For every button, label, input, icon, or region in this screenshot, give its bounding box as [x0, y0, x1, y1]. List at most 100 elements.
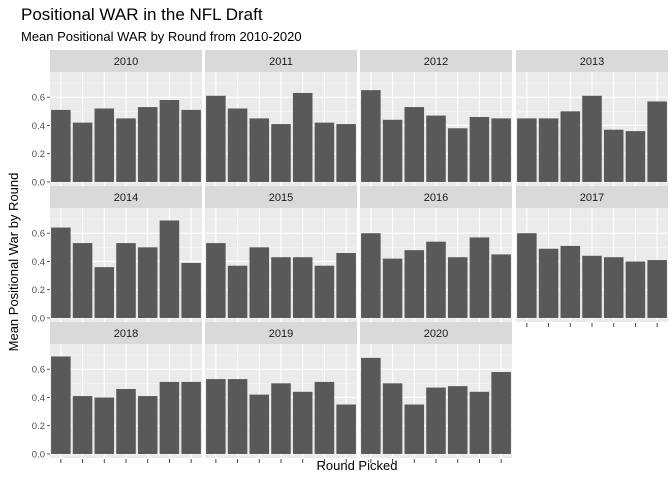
- bar-round-1: [206, 379, 226, 454]
- bar-round-5: [292, 257, 313, 318]
- bar-round-1: [517, 118, 537, 182]
- bar-round-5: [447, 128, 468, 182]
- bar-round-6: [314, 122, 335, 182]
- bar-round-2: [382, 258, 403, 318]
- bar-round-7: [491, 372, 511, 454]
- facet-panel-2010: 2010 0.0 0.2 0.4 0.6: [32, 50, 202, 189]
- bar-round-3: [249, 247, 270, 318]
- bar-round-3: [560, 111, 581, 182]
- bar-round-3: [94, 108, 115, 182]
- bar-round-4: [116, 118, 136, 182]
- bar-round-7: [181, 109, 201, 182]
- bar-round-6: [469, 391, 490, 454]
- bar-round-6: [159, 100, 180, 182]
- y-tick-label: 0.6: [32, 229, 45, 240]
- bar-round-2: [538, 248, 559, 318]
- facet-strip: [360, 186, 512, 208]
- bar-round-1: [206, 243, 226, 318]
- bar-round-3: [404, 250, 425, 318]
- bar-round-6: [159, 381, 180, 454]
- bar-round-6: [625, 261, 646, 318]
- bar-round-2: [538, 118, 559, 182]
- facet-strip-label: 2015: [269, 192, 293, 204]
- bar-round-4: [116, 243, 136, 318]
- bar-round-7: [491, 118, 511, 182]
- bar-round-5: [447, 386, 468, 454]
- bar-round-4: [271, 124, 291, 182]
- bar-round-7: [647, 101, 667, 182]
- bar-round-2: [382, 119, 403, 182]
- y-tick-label: 0.4: [32, 257, 45, 268]
- facet-strip-label: 2012: [424, 56, 448, 68]
- bar-round-3: [249, 394, 270, 454]
- facet-panel-2019: 2019: [205, 322, 357, 463]
- bar-round-2: [72, 396, 93, 454]
- bar-round-1: [517, 233, 537, 318]
- bar-round-2: [227, 265, 248, 318]
- bar-round-1: [206, 95, 226, 182]
- bar-round-4: [271, 257, 291, 318]
- bar-round-3: [404, 404, 425, 454]
- bar-round-2: [382, 383, 403, 454]
- y-tick-label: 0.2: [32, 149, 45, 160]
- facet-strip-label: 2010: [114, 56, 138, 68]
- bar-round-5: [292, 92, 313, 182]
- facet-strip: [360, 322, 512, 344]
- bar-round-5: [137, 247, 158, 318]
- bar-round-5: [447, 257, 468, 318]
- bar-round-3: [94, 397, 115, 454]
- bar-round-5: [603, 129, 624, 182]
- bar-round-1: [361, 233, 381, 318]
- facet-panel-2017: 2017: [516, 186, 668, 327]
- bar-round-5: [292, 391, 313, 454]
- y-tick-label: 0.0: [32, 314, 45, 325]
- bar-round-4: [582, 255, 602, 318]
- facet-strip-label: 2016: [424, 192, 448, 204]
- bar-round-6: [625, 131, 646, 182]
- bar-round-1: [361, 90, 381, 182]
- bar-round-2: [72, 122, 93, 182]
- bar-round-4: [116, 388, 136, 454]
- y-tick-label: 0.6: [32, 365, 45, 376]
- bar-round-1: [51, 109, 71, 182]
- x-axis-title: Round Picked: [317, 458, 398, 473]
- y-tick-label: 0.0: [32, 178, 45, 189]
- bar-round-7: [336, 124, 356, 182]
- facet-panels: 2010 0.0 0.2 0.4 0.6 2011 2012 2013 2014 0.0 0.2 0.…: [32, 50, 668, 463]
- bar-round-3: [94, 267, 115, 318]
- y-tick-label: 0.4: [32, 393, 45, 404]
- bar-round-1: [51, 227, 71, 318]
- y-tick-label: 0.2: [32, 285, 45, 296]
- bar-round-2: [227, 379, 248, 454]
- facet-panel-2018: 2018 0.0 0.2 0.4 0.6: [32, 322, 202, 463]
- facet-strip: [516, 50, 668, 72]
- facet-panel-2020: 2020: [360, 322, 512, 463]
- facet-strip: [50, 186, 202, 208]
- facet-strip-label: 2013: [580, 56, 604, 68]
- facet-strip: [360, 50, 512, 72]
- facet-strip: [205, 322, 357, 344]
- facet-strip-label: 2018: [114, 328, 138, 340]
- facet-strip-label: 2014: [114, 192, 138, 204]
- bar-round-6: [314, 265, 335, 318]
- bar-round-6: [469, 116, 490, 182]
- chart-title: Positional WAR in the NFL Draft: [21, 5, 263, 24]
- bar-round-3: [249, 118, 270, 182]
- facet-strip-label: 2019: [269, 328, 293, 340]
- bar-round-4: [426, 115, 446, 182]
- y-tick-label: 0.6: [32, 93, 45, 104]
- facet-panel-2014: 2014 0.0 0.2 0.4 0.6: [32, 186, 202, 325]
- facet-strip-label: 2020: [424, 328, 448, 340]
- bar-round-1: [361, 357, 381, 454]
- bar-round-7: [181, 262, 201, 318]
- facet-strip: [516, 186, 668, 208]
- facet-panel-2013: 2013: [516, 50, 668, 186]
- bar-round-5: [603, 257, 624, 318]
- bar-round-7: [491, 254, 511, 318]
- facet-panel-2011: 2011: [205, 50, 357, 186]
- bar-round-5: [137, 396, 158, 454]
- y-axis-title: Mean Positional War by Round: [6, 173, 21, 352]
- bar-round-6: [469, 237, 490, 318]
- bar-round-6: [159, 220, 180, 318]
